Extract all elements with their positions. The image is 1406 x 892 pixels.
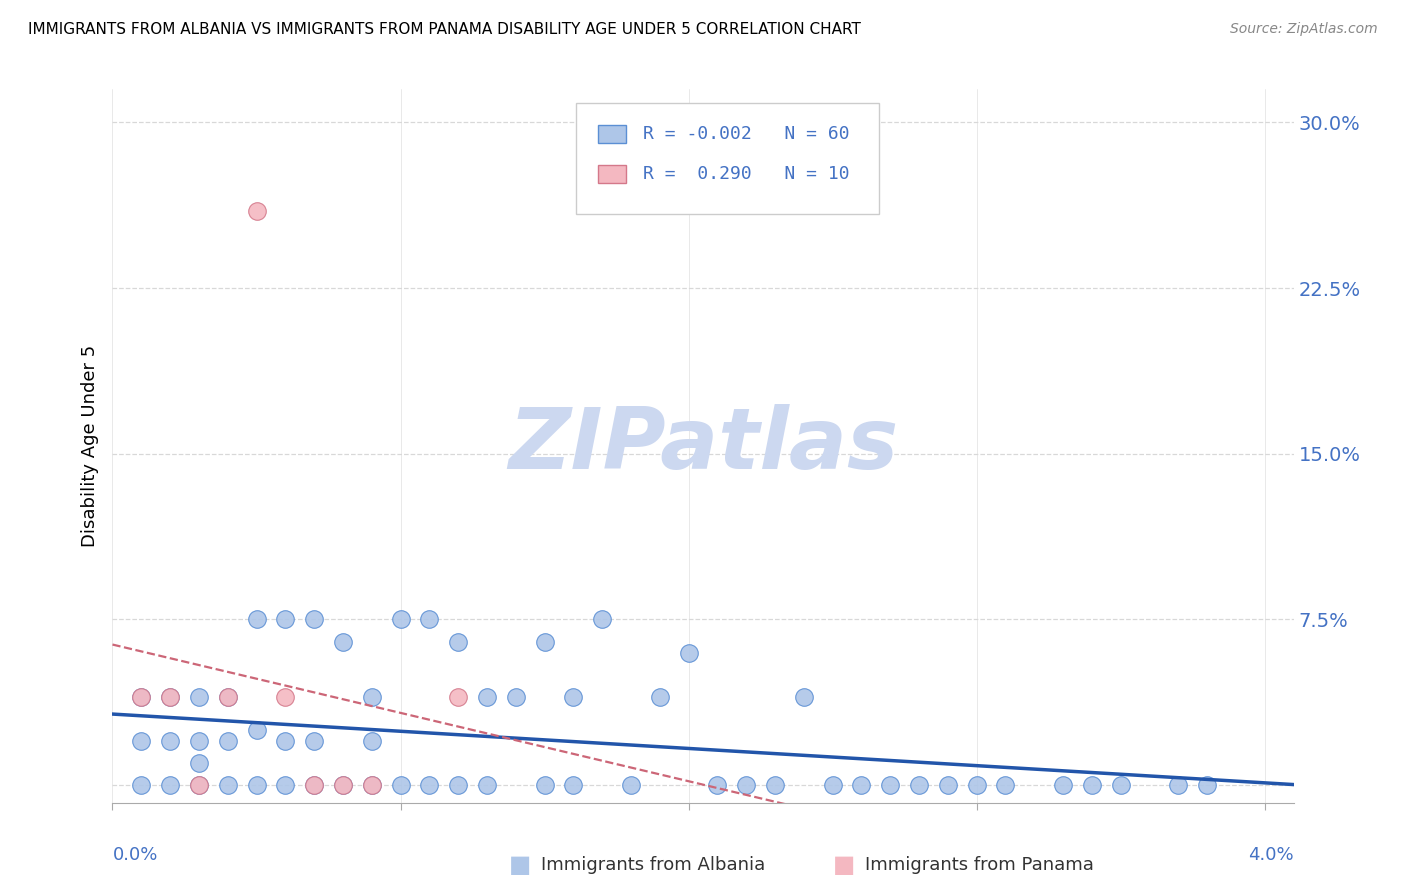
Point xyxy=(793,690,815,704)
Point xyxy=(159,690,181,704)
Text: 4.0%: 4.0% xyxy=(1249,846,1294,863)
Point xyxy=(763,778,786,792)
Point xyxy=(1167,778,1189,792)
Point xyxy=(302,734,325,748)
Text: ■: ■ xyxy=(509,854,531,877)
Point xyxy=(159,690,181,704)
Point xyxy=(389,612,412,626)
Point xyxy=(187,778,209,792)
Point xyxy=(447,778,470,792)
Point xyxy=(274,734,297,748)
Point xyxy=(129,690,152,704)
Point xyxy=(217,734,239,748)
Point xyxy=(159,778,181,792)
Point xyxy=(217,690,239,704)
Point xyxy=(245,778,267,792)
Y-axis label: Disability Age Under 5: Disability Age Under 5 xyxy=(80,345,98,547)
Point xyxy=(129,690,152,704)
Point xyxy=(562,778,585,792)
Point xyxy=(360,778,382,792)
Point xyxy=(879,778,901,792)
Point xyxy=(302,778,325,792)
Point xyxy=(187,778,209,792)
Text: 0.0%: 0.0% xyxy=(112,846,157,863)
Point xyxy=(908,778,931,792)
Point xyxy=(129,778,152,792)
Point xyxy=(475,778,498,792)
Point xyxy=(936,778,959,792)
Point xyxy=(533,634,555,648)
Point xyxy=(851,778,873,792)
Point xyxy=(187,734,209,748)
Point xyxy=(994,778,1017,792)
Point xyxy=(217,690,239,704)
Point xyxy=(274,690,297,704)
Point xyxy=(187,690,209,704)
Point xyxy=(648,690,671,704)
Point xyxy=(1109,778,1132,792)
Text: Source: ZipAtlas.com: Source: ZipAtlas.com xyxy=(1230,22,1378,37)
Point xyxy=(678,646,700,660)
Point xyxy=(187,756,209,770)
Point xyxy=(217,778,239,792)
Point xyxy=(159,734,181,748)
Point xyxy=(706,778,728,792)
Point xyxy=(418,778,440,792)
Point xyxy=(332,634,354,648)
Text: ZIPatlas: ZIPatlas xyxy=(508,404,898,488)
Text: Immigrants from Panama: Immigrants from Panama xyxy=(865,856,1094,874)
Text: R = -0.002   N = 60: R = -0.002 N = 60 xyxy=(643,125,849,143)
Text: R =  0.290   N = 10: R = 0.290 N = 10 xyxy=(643,165,849,183)
Point xyxy=(245,612,267,626)
Point xyxy=(302,612,325,626)
Point xyxy=(447,634,470,648)
Text: IMMIGRANTS FROM ALBANIA VS IMMIGRANTS FROM PANAMA DISABILITY AGE UNDER 5 CORRELA: IMMIGRANTS FROM ALBANIA VS IMMIGRANTS FR… xyxy=(28,22,860,37)
Point xyxy=(1052,778,1074,792)
Point xyxy=(966,778,988,792)
Point xyxy=(245,723,267,737)
Point xyxy=(245,203,267,218)
Point xyxy=(360,690,382,704)
Point xyxy=(129,734,152,748)
Point xyxy=(360,778,382,792)
Point xyxy=(505,690,527,704)
Point xyxy=(332,778,354,792)
Point xyxy=(591,612,613,626)
Point xyxy=(389,778,412,792)
Point xyxy=(821,778,844,792)
Point xyxy=(562,690,585,704)
Text: Immigrants from Albania: Immigrants from Albania xyxy=(541,856,765,874)
Point xyxy=(620,778,643,792)
Point xyxy=(418,612,440,626)
Point xyxy=(360,734,382,748)
Point xyxy=(475,690,498,704)
Point xyxy=(533,778,555,792)
Text: ■: ■ xyxy=(832,854,855,877)
Point xyxy=(1081,778,1104,792)
Point xyxy=(274,778,297,792)
Point xyxy=(1197,778,1219,792)
Point xyxy=(447,690,470,704)
Point xyxy=(735,778,758,792)
Point xyxy=(302,778,325,792)
Point xyxy=(274,612,297,626)
Point xyxy=(332,778,354,792)
